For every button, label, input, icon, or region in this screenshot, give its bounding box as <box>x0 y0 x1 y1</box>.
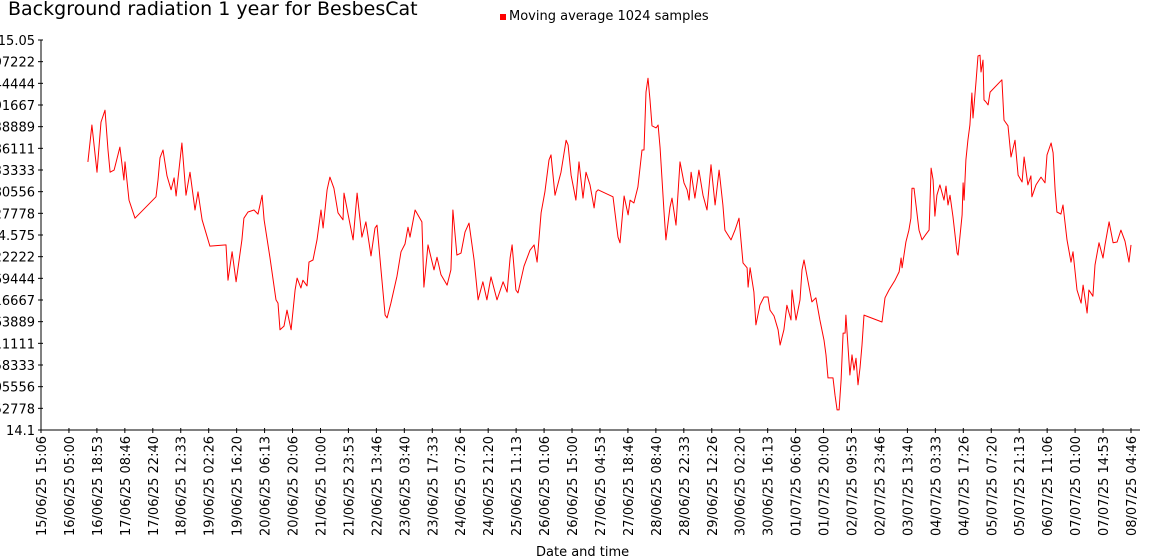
x-tick-label: 02/07/25 09:53 <box>846 436 861 536</box>
x-tick-label: 24/06/25 07:26 <box>454 436 469 536</box>
x-axis-title: Date and time <box>536 545 630 560</box>
x-tick-label: 28/06/25 08:40 <box>650 436 665 536</box>
x-tick-label: 03/07/25 13:40 <box>901 436 916 536</box>
y-tick-label: 14.733333 <box>0 164 35 179</box>
x-tick-label: 21/06/25 23:53 <box>342 436 357 536</box>
y-tick-label: 14.416667 <box>0 294 35 309</box>
x-tick-label: 16/06/25 05:00 <box>63 436 78 536</box>
x-tick-label: 21/06/25 10:00 <box>314 436 329 536</box>
x-tick-label: 30/06/25 16:13 <box>762 436 777 536</box>
x-tick-label: 25/06/25 11:13 <box>510 436 525 536</box>
x-tick-label: 15/06/25 15:06 <box>35 436 50 536</box>
x-tick-label: 01/07/25 20:00 <box>818 436 833 536</box>
y-tick-label: 14.311111 <box>0 337 35 352</box>
x-tick-label: 19/06/25 16:20 <box>231 436 246 536</box>
x-tick-label: 07/07/25 14:53 <box>1097 436 1112 536</box>
x-tick-label: 27/06/25 04:53 <box>594 436 609 536</box>
x-tick-label: 16/06/25 18:53 <box>91 436 106 536</box>
y-tick-label: 14.469444 <box>0 272 35 287</box>
x-tick-label: 20/06/25 06:13 <box>259 436 274 536</box>
legend-label: Moving average 1024 samples <box>509 9 709 24</box>
x-tick-label: 26/06/25 01:06 <box>538 436 553 536</box>
chart-title: Background radiation 1 year for BesbesCa… <box>8 0 418 20</box>
y-tick-label: 14.680556 <box>0 186 35 201</box>
x-tick-label: 18/06/25 12:33 <box>175 436 190 536</box>
x-tick-label: 30/06/25 02:20 <box>734 436 749 536</box>
y-tick-label: 14.838889 <box>0 121 35 136</box>
y-tick-label: 14.522222 <box>0 251 35 266</box>
x-tick-label: 04/07/25 17:26 <box>957 436 972 536</box>
y-tick-label: 14.1 <box>6 424 35 439</box>
x-tick-label: 26/06/25 15:00 <box>566 436 581 536</box>
x-tick-label: 05/07/25 07:20 <box>985 436 1000 536</box>
x-tick-label: 22/06/25 13:46 <box>370 436 385 536</box>
y-tick-label: 14.258333 <box>0 359 35 374</box>
y-tick-label: 14.205556 <box>0 381 35 396</box>
x-tick-label: 27/06/25 18:46 <box>622 436 637 536</box>
x-tick-label: 17/06/25 08:46 <box>119 436 134 536</box>
x-tick-label: 01/07/25 06:06 <box>790 436 805 536</box>
y-tick-label: 15.05 <box>0 34 35 49</box>
x-tick-label: 29/06/25 12:26 <box>706 436 721 536</box>
y-tick-label: 14.944444 <box>0 77 35 92</box>
y-tick-label: 14.575 <box>0 229 35 244</box>
x-tick-label: 07/07/25 01:00 <box>1069 436 1084 536</box>
x-tick-label: 23/06/25 03:40 <box>398 436 413 536</box>
x-tick-label: 19/06/25 02:26 <box>203 436 218 536</box>
x-tick-label: 17/06/25 22:40 <box>147 436 162 536</box>
series-line-moving-average <box>87 54 1132 411</box>
x-tick-label: 04/07/25 03:33 <box>929 436 944 536</box>
x-tick-label: 23/06/25 17:33 <box>426 436 441 536</box>
x-tick-label: 06/07/25 11:06 <box>1041 436 1056 536</box>
x-tick-label: 05/07/25 21:13 <box>1013 436 1028 536</box>
x-tick-label: 28/06/25 22:33 <box>678 436 693 536</box>
y-tick-label: 14.152778 <box>0 402 35 417</box>
y-tick-label: 14.627778 <box>0 207 35 222</box>
x-tick-label: 08/07/25 04:46 <box>1125 436 1140 536</box>
x-tick-label: 02/07/25 23:46 <box>873 436 888 536</box>
y-tick-label: 14.997222 <box>0 56 35 71</box>
x-tick-label: 24/06/25 21:20 <box>482 436 497 536</box>
y-tick-label: 14.363889 <box>0 316 35 331</box>
x-tick-label: 20/06/25 20:06 <box>287 436 302 536</box>
legend-swatch <box>500 13 506 20</box>
legend: Moving average 1024 samples <box>500 9 709 24</box>
y-tick-label: 14.786111 <box>0 142 35 157</box>
